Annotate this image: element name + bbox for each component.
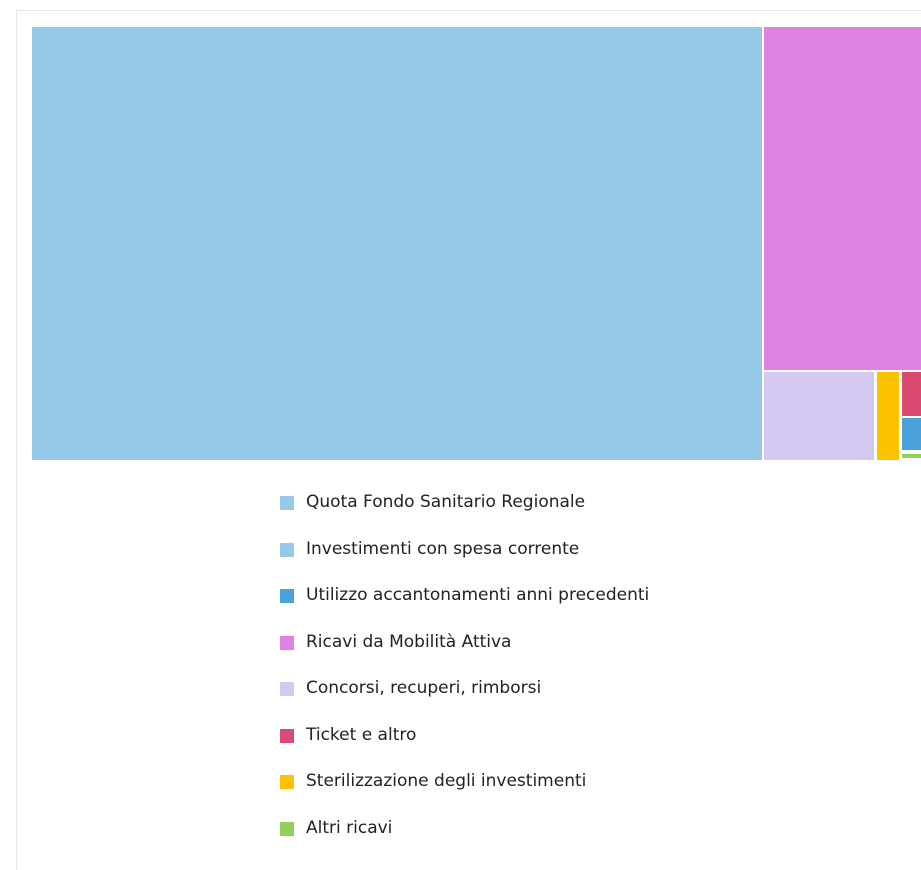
treemap-cell-concorsi-recuperi-rimborsi[interactable]: [764, 372, 874, 460]
treemap-plot-area: [32, 27, 921, 460]
legend-label: Investimenti con spesa corrente: [306, 538, 580, 559]
treemap-cell-ticket-e-altro[interactable]: [902, 372, 921, 416]
legend-item-utilizzo-accantonamenti-anni-precedenti[interactable]: Utilizzo accantonamenti anni precedenti: [280, 581, 880, 628]
legend-item-ricavi-da-mobilita-attiva[interactable]: Ricavi da Mobilità Attiva: [280, 628, 880, 675]
legend-swatch: [280, 542, 294, 557]
legend-swatch: [280, 635, 294, 650]
legend-label: Utilizzo accantonamenti anni precedenti: [306, 585, 650, 605]
legend-label: Sterilizzazione degli investimenti: [306, 771, 587, 791]
treemap-cell-altri-ricavi[interactable]: [902, 454, 921, 458]
legend-swatch: [280, 821, 294, 836]
legend-item-investimenti-con-spesa-corrente[interactable]: Investimenti con spesa corrente: [280, 535, 880, 582]
legend-label: Ricavi da Mobilità Attiva: [306, 631, 512, 652]
legend-item-concorsi-recuperi-rimborsi[interactable]: Concorsi, recuperi, rimborsi: [280, 674, 880, 721]
legend-label: Altri ricavi: [306, 817, 393, 838]
legend-label: Concorsi, recuperi, rimborsi: [306, 678, 542, 698]
legend-item-quota-fondo-sanitario-regionale[interactable]: Quota Fondo Sanitario Regionale: [280, 488, 880, 535]
treemap-cell-sterilizzazione-degli-investimenti[interactable]: [877, 372, 899, 460]
legend-swatch: [280, 682, 294, 696]
legend-item-sterilizzazione-degli-investimenti[interactable]: Sterilizzazione degli investimenti: [280, 767, 880, 814]
chart-legend: Quota Fondo Sanitario Regionale Investime…: [280, 488, 880, 860]
treemap-cell-utilizzo-accantonamenti-anni-precedenti[interactable]: [902, 418, 921, 450]
legend-item-ticket-e-altro[interactable]: Ticket e altro: [280, 721, 880, 768]
legend-label: Quota Fondo Sanitario Regionale: [306, 492, 586, 512]
legend-swatch: [280, 728, 294, 743]
chart-frame: [16, 10, 921, 870]
legend-item-altri-ricavi[interactable]: Altri ricavi: [280, 814, 880, 861]
legend-label: Ticket e altro: [306, 724, 417, 745]
treemap-cell-ricavi-da-mobilita-attiva[interactable]: [764, 27, 921, 370]
legend-swatch: [280, 775, 294, 789]
legend-swatch: [280, 496, 294, 510]
treemap-cell-quota-fondo-sanitario-regionale[interactable]: [32, 27, 762, 460]
legend-swatch: [280, 589, 294, 603]
